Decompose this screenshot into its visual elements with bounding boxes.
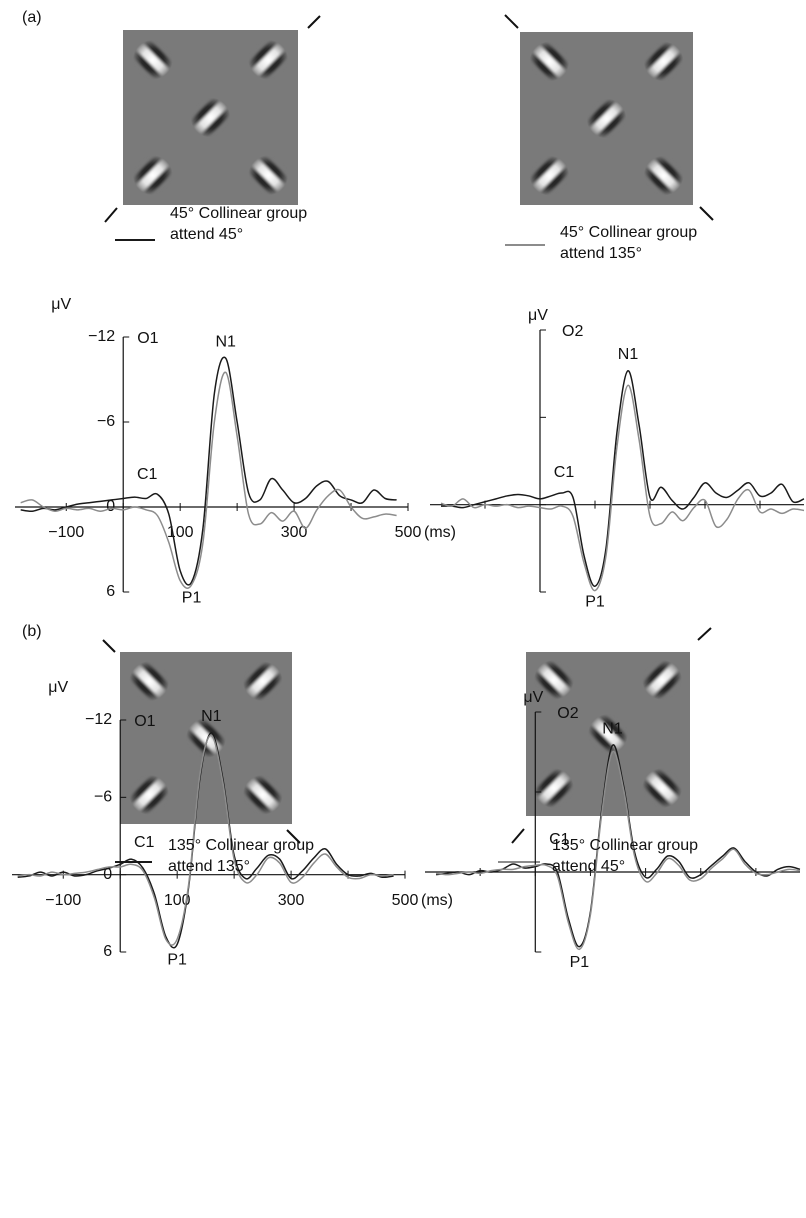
orientation-tick [504, 14, 519, 29]
x-tick-label: 300 [278, 892, 305, 909]
channel-label: O1 [137, 330, 158, 347]
erp-line [20, 371, 397, 589]
peak-label: N1 [618, 346, 639, 363]
x-axis-label: (ms) [424, 524, 456, 541]
y-tick-label: −12 [88, 328, 115, 345]
peak-label: P1 [570, 954, 590, 971]
y-axis-label: μV [51, 296, 71, 313]
orientation-tick [102, 639, 116, 653]
legend-label: 45° Collinear group attend 135° [560, 224, 698, 262]
erp-line [435, 744, 801, 948]
y-axis-label: μV [528, 307, 548, 324]
erp-line [20, 356, 397, 586]
y-tick-label: 0 [103, 866, 112, 883]
y-tick-label: 6 [103, 943, 112, 960]
erp-line [440, 370, 805, 587]
channel-label: O2 [557, 705, 578, 722]
peak-label: N1 [216, 333, 237, 350]
erp-line [17, 734, 394, 946]
peak-label: P1 [182, 589, 202, 606]
y-tick-label: 0 [106, 498, 115, 515]
peak-label: P1 [167, 951, 187, 968]
peak-label: C1 [549, 831, 570, 848]
channel-label: O2 [562, 323, 583, 340]
orientation-tick [697, 627, 712, 641]
orientation-tick [511, 828, 525, 844]
x-tick-label: 100 [164, 892, 191, 909]
orientation-tick [286, 829, 301, 844]
legend-label: 45° Collinear group attend 45° [170, 205, 308, 243]
peak-label: C1 [134, 834, 155, 851]
stimuli [102, 14, 714, 844]
y-tick-label: −12 [85, 711, 112, 728]
erp-line [440, 384, 805, 592]
x-axis-label: (ms) [421, 892, 453, 909]
x-tick-label: −100 [48, 524, 84, 541]
peak-label: C1 [137, 466, 158, 483]
y-axis-label: μV [523, 689, 543, 706]
legend-label: 135° Collinear group attend 135° [168, 837, 315, 875]
y-tick-label: 6 [106, 583, 115, 600]
orientation-tick [307, 15, 321, 29]
peak-label: C1 [554, 464, 575, 481]
y-tick-label: −6 [94, 789, 112, 806]
peak-label: P1 [585, 593, 605, 610]
orientation-tick [699, 206, 714, 221]
peak-label: N1 [201, 708, 222, 725]
legend-label: 135° Collinear group attend 45° [552, 837, 699, 875]
channel-label: O1 [134, 713, 155, 730]
x-tick-label: −100 [45, 892, 81, 909]
orientation-tick [104, 207, 118, 223]
panel-label: (b) [22, 623, 42, 640]
x-tick-label: 300 [281, 524, 308, 541]
erp-line [435, 750, 801, 951]
panel-label: (a) [22, 9, 42, 26]
y-tick-label: −6 [97, 413, 115, 430]
peak-label: N1 [602, 721, 623, 738]
x-tick-label: 500 [395, 524, 422, 541]
x-tick-label: 500 [392, 892, 419, 909]
y-axis-label: μV [48, 679, 68, 696]
